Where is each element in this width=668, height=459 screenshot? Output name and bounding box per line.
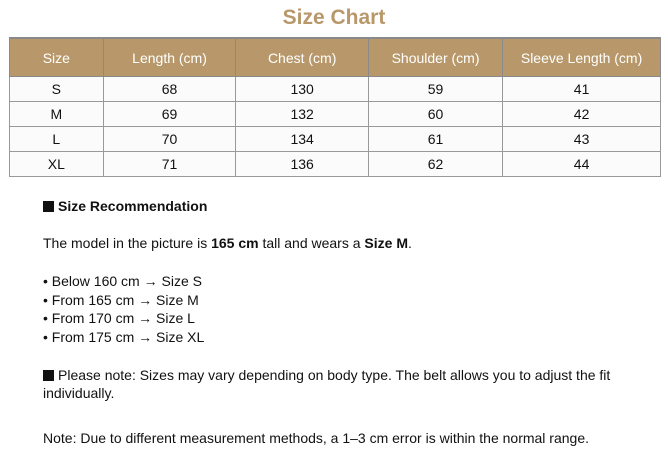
fit-note: Please note: Sizes may vary depending on… bbox=[43, 366, 633, 402]
model-info: The model in the picture is 165 cm tall … bbox=[43, 234, 643, 252]
table-cell: 69 bbox=[102, 101, 237, 127]
table-cell: 132 bbox=[235, 101, 369, 127]
table-row: XL 71 136 62 44 bbox=[9, 151, 661, 177]
list-item: • Below 160 cm → Size S bbox=[43, 273, 202, 289]
column-header: Chest (cm) bbox=[235, 37, 369, 77]
size-bullets: • Below 160 cm → Size S • From 165 cm → … bbox=[43, 272, 643, 347]
table-cell: 59 bbox=[367, 76, 504, 102]
text: tall and wears a bbox=[258, 235, 365, 251]
table-cell: M bbox=[9, 101, 104, 127]
model-height: 165 cm bbox=[211, 235, 259, 251]
table-cell: 136 bbox=[235, 151, 369, 177]
square-bullet-icon bbox=[43, 370, 54, 381]
heading-text: Size Recommendation bbox=[58, 198, 208, 214]
column-header: Size bbox=[9, 37, 104, 77]
table-cell: 71 bbox=[102, 151, 237, 177]
table-cell: 70 bbox=[102, 126, 237, 152]
table-cell: 61 bbox=[367, 126, 504, 152]
measurement-note: Note: Due to different measurement metho… bbox=[43, 430, 590, 446]
table-cell: 60 bbox=[367, 101, 504, 127]
table-cell: S bbox=[9, 76, 104, 102]
table-row: S 68 130 59 41 bbox=[9, 76, 661, 102]
table-cell: 44 bbox=[502, 151, 661, 177]
table-cell: 130 bbox=[235, 76, 369, 102]
table-row: L 70 134 61 43 bbox=[9, 126, 661, 152]
note-text: Please note: Sizes may vary depending on… bbox=[43, 367, 611, 401]
list-item: • From 170 cm → Size L bbox=[43, 310, 195, 327]
column-header: Length (cm) bbox=[102, 37, 237, 77]
table-cell: 68 bbox=[102, 76, 237, 102]
square-bullet-icon bbox=[43, 201, 54, 212]
page-title: Size Chart bbox=[282, 6, 386, 29]
text: The model in the picture is bbox=[43, 235, 212, 251]
column-header: Sleeve Length (cm) bbox=[502, 37, 661, 77]
table-cell: 43 bbox=[502, 126, 661, 152]
table-cell: 134 bbox=[235, 126, 369, 152]
table-row: M 69 132 60 42 bbox=[9, 101, 661, 127]
table-cell: L bbox=[9, 126, 104, 152]
table-cell: 42 bbox=[502, 101, 661, 127]
size-table: Size Length (cm) Chest (cm) Shoulder (cm) Sl… bbox=[9, 37, 661, 177]
section-heading: Size Recommendation bbox=[43, 197, 643, 215]
column-header: Shoulder (cm) bbox=[367, 37, 504, 77]
list-item: • From 175 cm → Size XL bbox=[43, 329, 205, 346]
table-cell: XL bbox=[9, 151, 104, 177]
model-size: Size M bbox=[364, 235, 408, 251]
list-item: • From 165 cm → Size M bbox=[43, 291, 199, 308]
text: . bbox=[408, 235, 412, 251]
table-cell: 41 bbox=[502, 76, 661, 102]
table-cell: 62 bbox=[367, 151, 504, 177]
